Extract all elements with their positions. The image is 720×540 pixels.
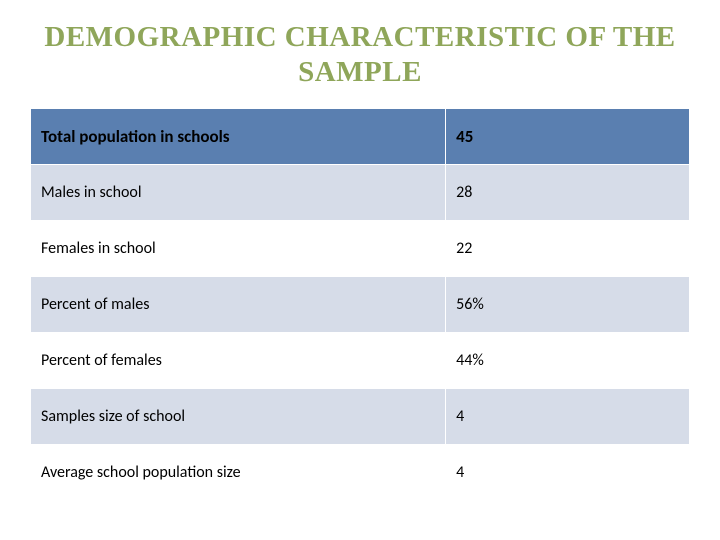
cell-value: 22: [446, 220, 690, 276]
table-row: Males in school 28: [31, 164, 690, 220]
demographics-table: Total population in schools 45 Males in …: [30, 108, 690, 501]
table-row: Samples size of school 4: [31, 388, 690, 444]
table-row: Percent of males 56%: [31, 276, 690, 332]
cell-label: Total population in schools: [31, 108, 446, 164]
table-row: Average school population size 4: [31, 444, 690, 500]
table-row: Percent of females 44%: [31, 332, 690, 388]
cell-label: Females in school: [31, 220, 446, 276]
cell-value: 45: [446, 108, 690, 164]
cell-value: 4: [446, 444, 690, 500]
slide: DEMOGRAPHIC CHARACTERISTIC OF THE SAMPLE…: [0, 0, 720, 540]
cell-label: Samples size of school: [31, 388, 446, 444]
cell-value: 28: [446, 164, 690, 220]
cell-value: 44%: [446, 332, 690, 388]
slide-title: DEMOGRAPHIC CHARACTERISTIC OF THE SAMPLE: [30, 20, 690, 90]
table-row: Females in school 22: [31, 220, 690, 276]
table-row: Total population in schools 45: [31, 108, 690, 164]
cell-label: Males in school: [31, 164, 446, 220]
cell-label: Percent of females: [31, 332, 446, 388]
cell-label: Average school population size: [31, 444, 446, 500]
cell-value: 4: [446, 388, 690, 444]
cell-label: Percent of males: [31, 276, 446, 332]
cell-value: 56%: [446, 276, 690, 332]
